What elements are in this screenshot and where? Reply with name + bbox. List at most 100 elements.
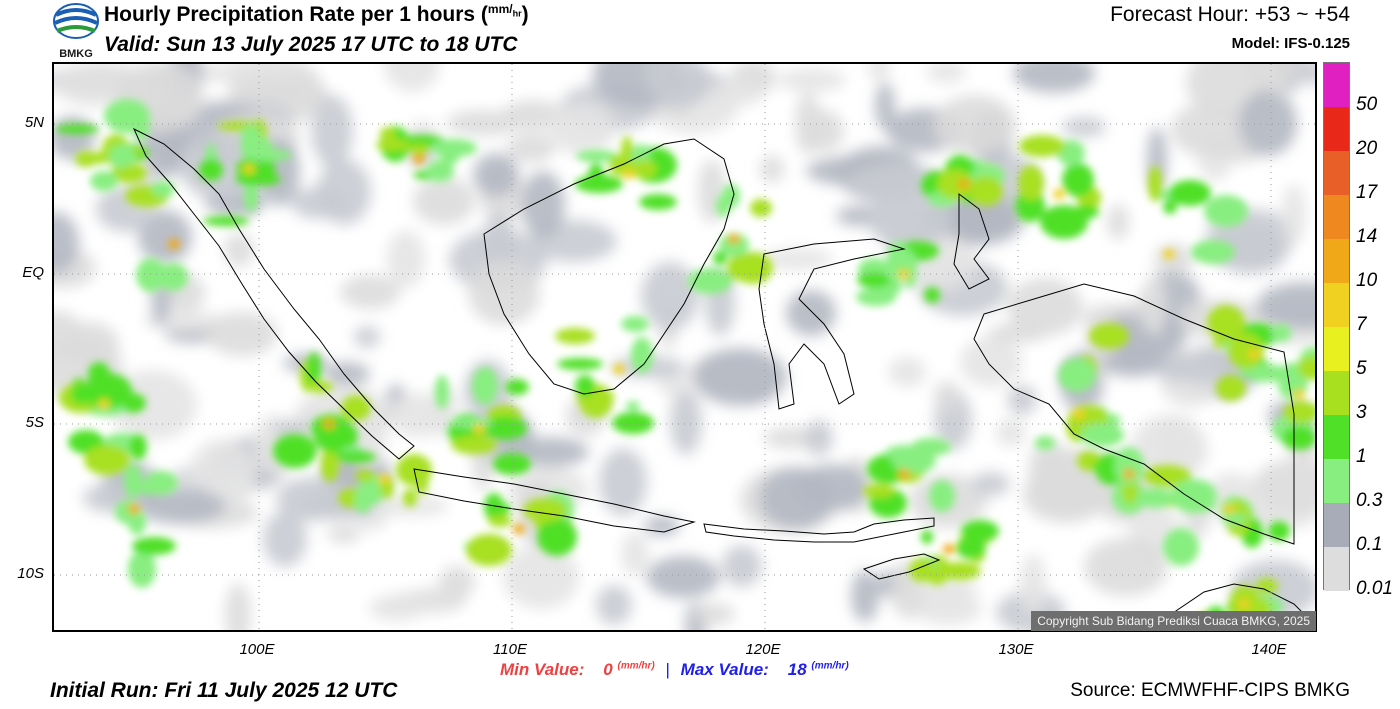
min-max-values: Min Value: 0 (mm/hr) | Max Value: 18 (mm… [500,660,849,679]
precip-blob [206,312,278,356]
precip-blob [503,545,579,609]
precip-blob [132,108,150,140]
sumatra-coast [132,127,415,460]
precip-blob [136,258,166,292]
precip-blob [354,487,372,513]
precip-blob [473,424,485,434]
precip-blob [128,550,156,588]
precip-blob [612,412,654,434]
lon-label-100e: 100E [239,641,275,658]
precip-blob [321,446,339,482]
precip-blob [451,436,497,454]
precip-blob [276,477,350,521]
precip-blob [575,375,595,397]
precip-blob [431,139,477,157]
precip-blob [1119,301,1171,317]
min-unit-num: mm [620,660,639,672]
colorbar-label: 0.1 [1356,534,1383,555]
colorbar-label: 0.3 [1356,490,1383,511]
precip-blob [641,262,699,330]
precip-blob [644,516,680,536]
precip-blob [369,595,425,621]
precip-blob [90,171,118,191]
precipitation-map [52,62,1317,632]
precip-blob [856,288,896,306]
precip-blob [199,159,223,181]
precip-blob [1163,200,1177,214]
precip-blob [1238,599,1250,609]
precip-blob [1248,349,1260,359]
lat-label-5s: 5S [25,414,44,431]
precip-blob [760,155,784,183]
title-unit-den: hr [512,8,522,19]
precip-blob [54,311,83,359]
precip-blob [439,566,475,598]
precip-blob [378,474,390,484]
precip-blob [128,504,140,514]
colorbar-segment [1324,503,1349,547]
colorbar-label: 14 [1356,226,1378,247]
precip-blob [1298,356,1315,380]
precip-blob [778,68,846,92]
precip-blob [1163,528,1199,566]
precip-blob [341,395,371,421]
precip-blob [1130,415,1208,483]
precip-blob [327,525,361,543]
java-coast [413,468,696,533]
precip-blob [403,489,417,507]
precip-blob [1148,166,1162,202]
colorbar-label: 10 [1356,270,1378,291]
precip-blob [521,171,565,239]
colorbar-segment [1324,151,1349,195]
colorbar-label: 1 [1356,446,1367,467]
precip-blob [384,64,440,92]
precip-blob [1223,513,1247,525]
colorbar-label: 0.01 [1356,578,1393,599]
precip-blob [626,401,640,411]
precip-blob [111,163,147,183]
precip-blob [1035,436,1055,450]
precip-blob [914,591,982,625]
precip-blob [1169,180,1211,206]
precip-blob [934,381,960,413]
precip-blob [1239,90,1297,156]
precip-blob [311,95,353,167]
logo-text: BMKG [59,48,93,60]
precip-blob [875,82,895,130]
sulawesi-coast [758,238,906,410]
precip-blob [958,179,970,189]
precip-blob [796,464,868,512]
precip-blob [484,493,504,521]
precip-blob [537,518,577,556]
precip-blob [1282,426,1315,450]
colorbar-segment [1324,415,1349,459]
precip-blob [493,453,531,475]
precip-blob [972,472,1010,496]
precip-blob [1228,333,1264,369]
precip-blob [380,127,396,141]
precip-blob [488,515,512,527]
precip-blob [1204,195,1248,227]
precip-blob [937,562,981,580]
precip-blob [225,583,251,630]
precip-blob [129,434,147,460]
precip-blob [645,64,679,100]
page-title: Hourly Precipitation Rate per 1 hours (m… [104,2,529,26]
precip-blob [1143,465,1191,487]
precip-blob [1163,249,1175,259]
precip-blob [670,389,702,455]
precip-blob [513,524,525,534]
precip-blob [898,469,910,479]
precip-blob [557,358,603,370]
precip-blob [1282,184,1306,244]
stats-separator: | [665,660,670,679]
precip-blob [1062,117,1106,137]
precip-blob [1271,324,1291,342]
precip-blob [1062,163,1094,197]
precip-blob [1053,189,1065,199]
precip-blob [693,348,787,406]
precip-blob [851,570,879,622]
precip-blob [336,451,376,463]
colorbar-segment [1324,283,1349,327]
precip-blob [924,287,940,303]
